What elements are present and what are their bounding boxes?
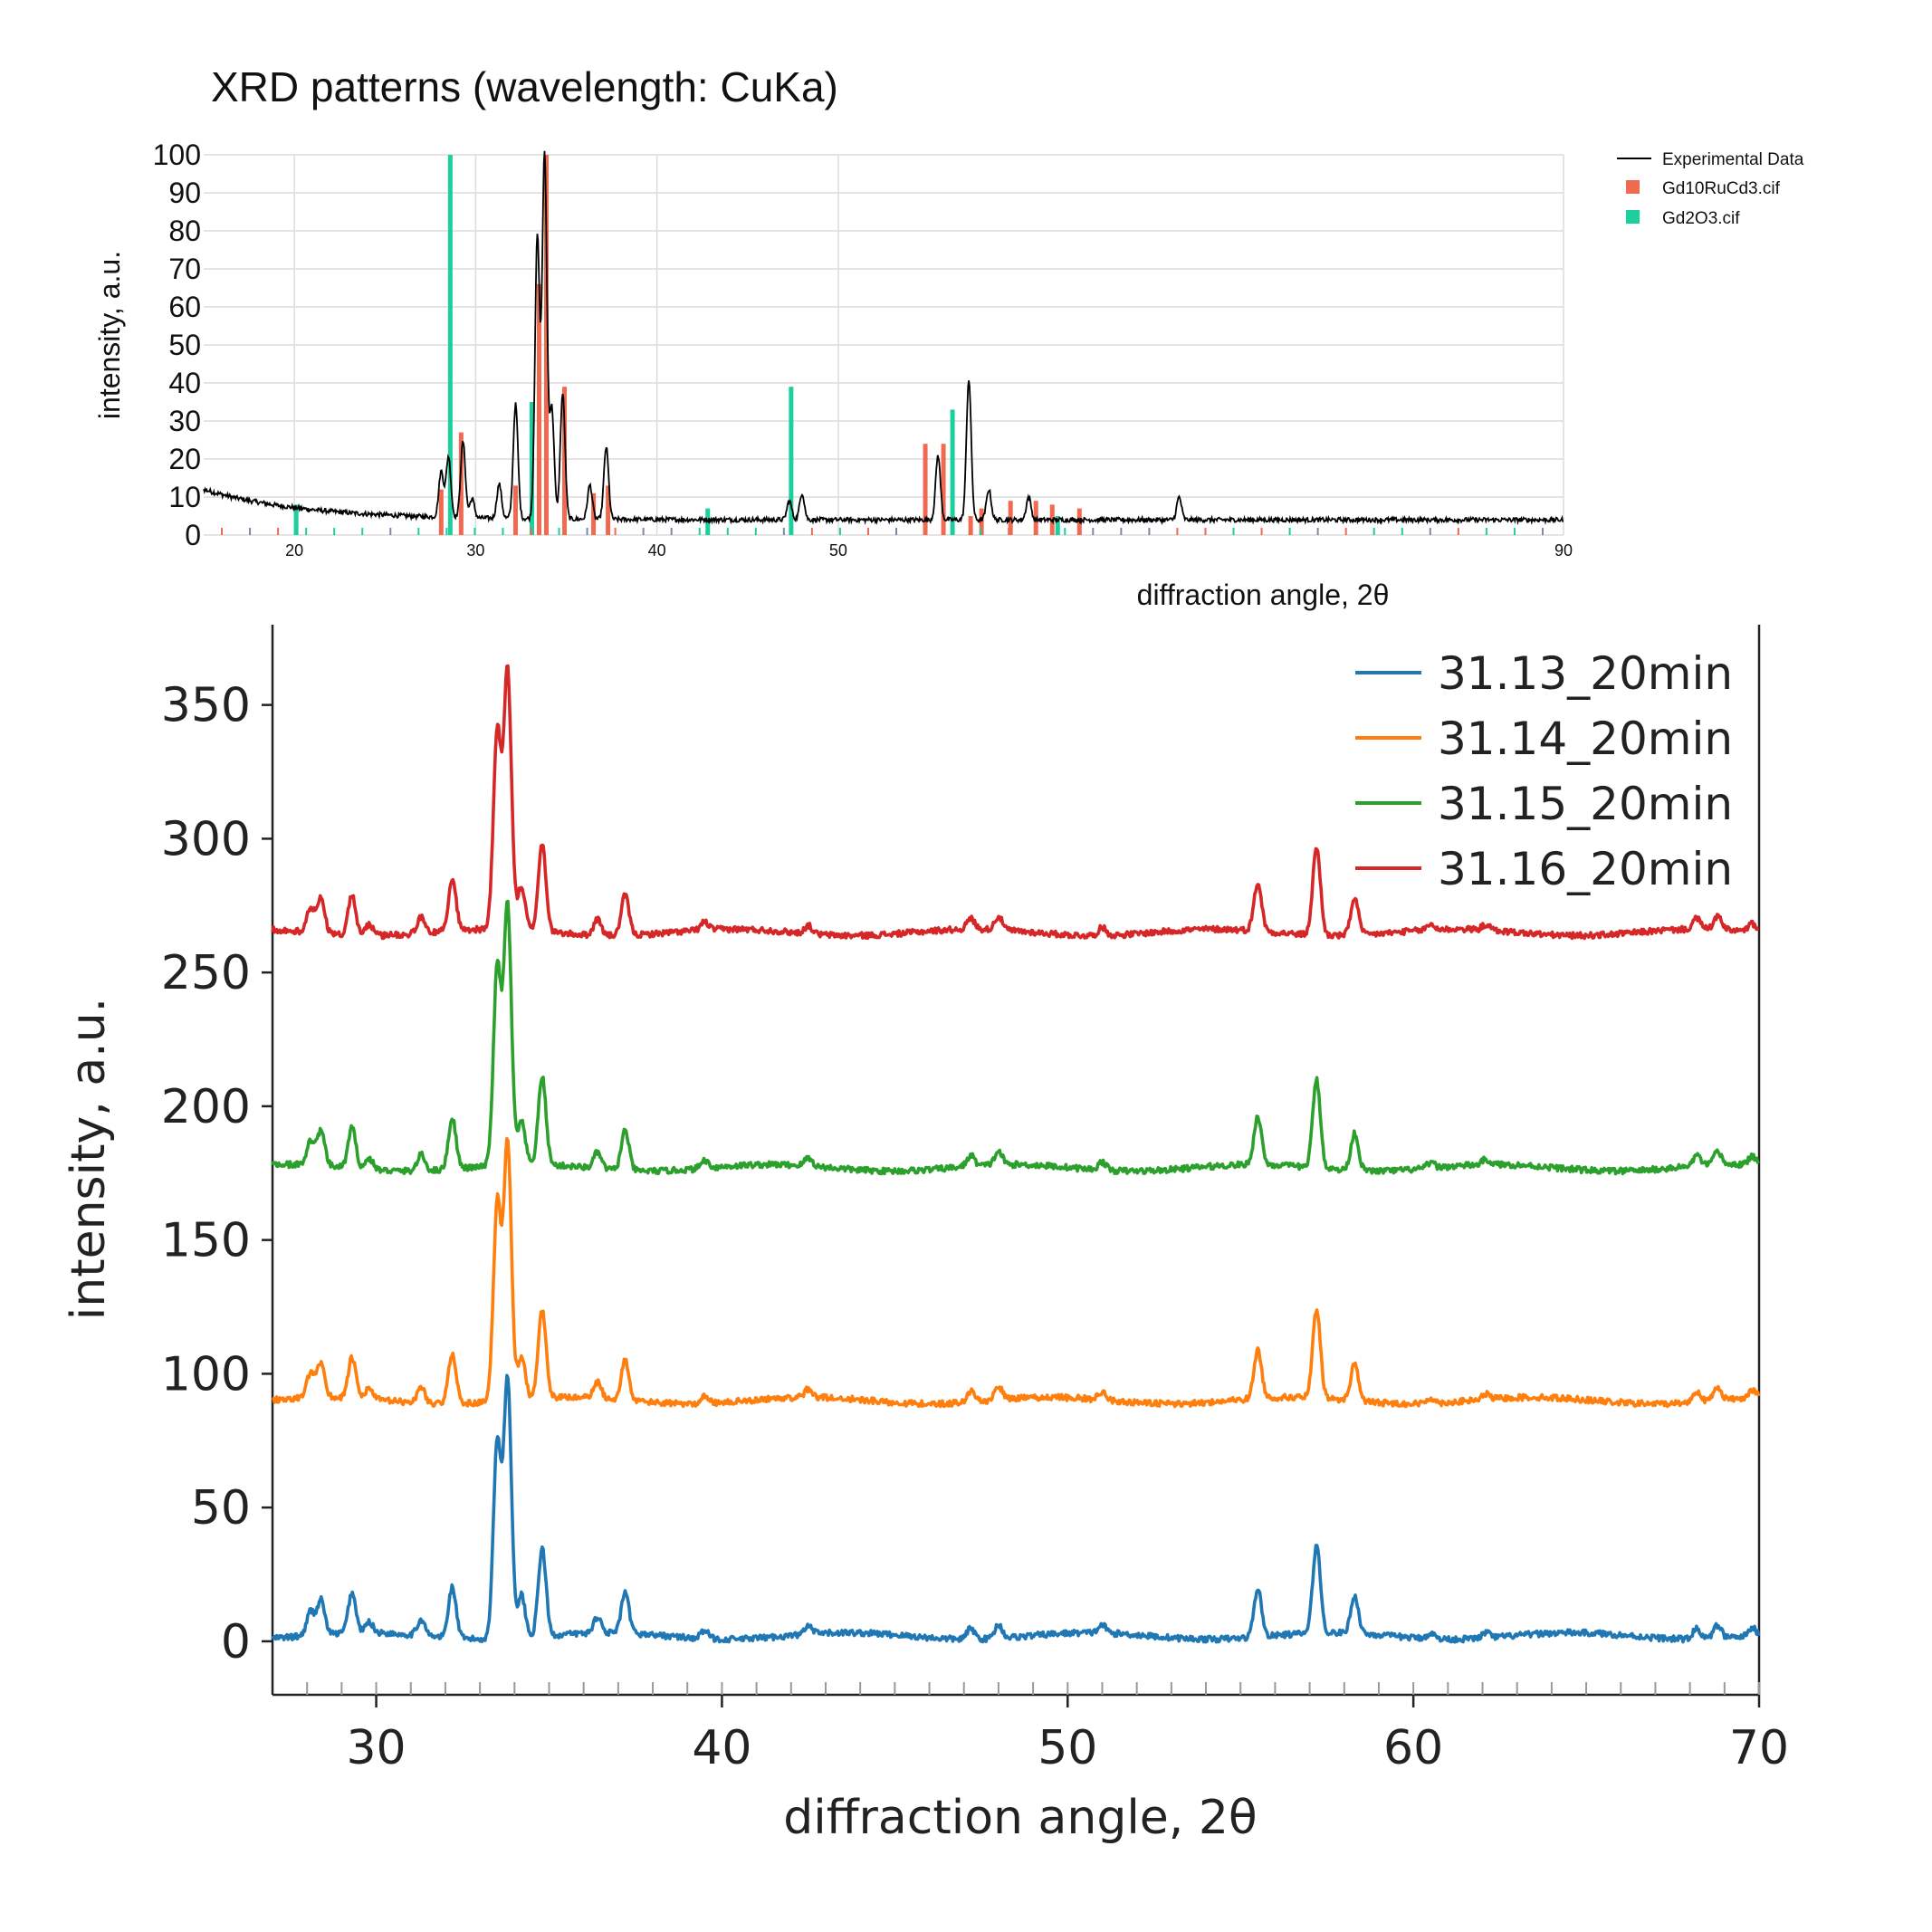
legend-label-experimental: Experimental Data (1662, 150, 1804, 169)
top-y-tick-label: 70 (168, 253, 201, 285)
bottom-y-tick-label: 300 (161, 812, 251, 866)
legend-label-31.16_20min: 31.16_20min (1438, 843, 1733, 895)
top-x-tick-label: 30 (466, 541, 484, 560)
bottom-y-tick-label: 0 (221, 1615, 251, 1669)
gd10rucd3-stick (941, 444, 946, 535)
bottom-x-tick-label: 40 (692, 1721, 751, 1775)
top-y-tick-label: 60 (168, 291, 201, 323)
gd10rucd3-stick (458, 432, 464, 535)
top-bottom-ticks (221, 528, 1544, 535)
top-legend: Experimental Data Gd10RuCd3.cif Gd2O3.ci… (1617, 150, 1804, 228)
top-y-tick-labels: 0 10 20 30 40 50 60 70 80 90 100 (153, 139, 201, 551)
gd10rucd3-stick (544, 155, 550, 535)
top-y-tick-label: 80 (168, 215, 201, 247)
gd10rucd3-stick (562, 387, 568, 535)
top-y-tick-label: 0 (185, 519, 201, 551)
series-line-31.15_20min (271, 899, 1761, 1176)
gd10rucd3-stick (438, 489, 444, 535)
bottom-x-tick-label: 60 (1383, 1721, 1443, 1775)
legend-label-gd2o3: Gd2O3.cif (1662, 209, 1740, 228)
top-x-axis-label: diffraction angle, 2θ (1137, 579, 1390, 611)
gd2o3-stick (529, 402, 534, 535)
top-y-tick-label: 10 (168, 481, 201, 513)
bottom-series-lines (271, 664, 1761, 1644)
top-y-tick-label: 50 (168, 329, 201, 361)
legend-label-gd10rucd3: Gd10RuCd3.cif (1662, 179, 1781, 198)
bottom-y-tick-label: 100 (161, 1347, 251, 1401)
bottom-axis-ticks: 0 50 100 150 200 250 300 350 30 40 50 60 70 (161, 679, 1789, 1775)
bottom-y-tick-label: 250 (161, 946, 251, 1000)
gd10rucd3-stick (979, 508, 984, 535)
top-grid (204, 154, 1564, 536)
experimental-data-line (203, 150, 1564, 526)
top-y-tick-label: 100 (153, 139, 201, 171)
bottom-x-tick-label: 30 (346, 1721, 406, 1775)
gd10rucd3-stick (536, 283, 541, 535)
legend-swatch-gd10rucd3 (1626, 180, 1640, 194)
gd10rucd3-stick (923, 444, 928, 535)
gd10rucd3-stick (1033, 501, 1038, 535)
top-y-tick-label: 30 (168, 405, 201, 437)
bottom-y-tick-label: 50 (191, 1481, 251, 1535)
bottom-xrd-chart: 0 50 100 150 200 250 300 350 30 40 50 60 70 intensit… (62, 625, 1789, 1845)
top-xrd-chart: XRD patterns (wavelength: CuKa) 0 10 20 30 4… (93, 63, 1804, 611)
legend-label-31.14_20min: 31.14_20min (1438, 713, 1733, 765)
gd10rucd3-stick (512, 485, 518, 535)
top-x-tick-label: 20 (285, 541, 303, 560)
bottom-legend: 31.13_20min 31.14_20min 31.15_20min 31.16_2… (1355, 647, 1733, 895)
bottom-x-tick-label: 50 (1038, 1721, 1097, 1775)
bottom-y-tick-label: 350 (161, 679, 251, 733)
legend-label-31.13_20min: 31.13_20min (1438, 647, 1733, 700)
gd2o3-stick (1055, 516, 1060, 535)
top-y-tick-label: 90 (168, 177, 201, 209)
gd2o3-stick (447, 155, 453, 535)
top-x-tick-labels: 20 30 40 50 90 (285, 541, 1573, 560)
gd10rucd3-stick (968, 516, 973, 535)
bottom-x-tick-label: 70 (1729, 1721, 1789, 1775)
gd2o3-stick (789, 387, 794, 535)
gd10rucd3-stick (591, 493, 597, 535)
legend-label-31.15_20min: 31.15_20min (1438, 778, 1733, 830)
top-x-tick-label: 40 (648, 541, 666, 560)
series-line-31.16_20min (271, 664, 1760, 941)
bottom-y-tick-label: 150 (161, 1214, 251, 1268)
gd2o3-stick (950, 409, 955, 535)
legend-swatch-gd2o3 (1626, 210, 1640, 224)
bottom-x-axis-label: diffraction angle, 2θ (783, 1791, 1257, 1845)
top-y-tick-label: 40 (168, 367, 201, 399)
top-chart-title: XRD patterns (wavelength: CuKa) (211, 63, 838, 110)
series-line-31.14_20min (272, 1136, 1761, 1409)
top-y-tick-label: 20 (168, 443, 201, 475)
top-x-tick-label: 50 (829, 541, 847, 560)
gd10rucd3-stick (606, 485, 611, 535)
top-x-tick-label: 90 (1554, 541, 1573, 560)
series-line-31.13_20min (271, 1373, 1761, 1644)
bottom-y-axis-label: intensity, a.u. (62, 998, 116, 1320)
top-y-axis-label: intensity, a.u. (93, 251, 126, 419)
bottom-y-tick-label: 200 (161, 1080, 251, 1134)
gd2o3-stick (293, 504, 299, 535)
